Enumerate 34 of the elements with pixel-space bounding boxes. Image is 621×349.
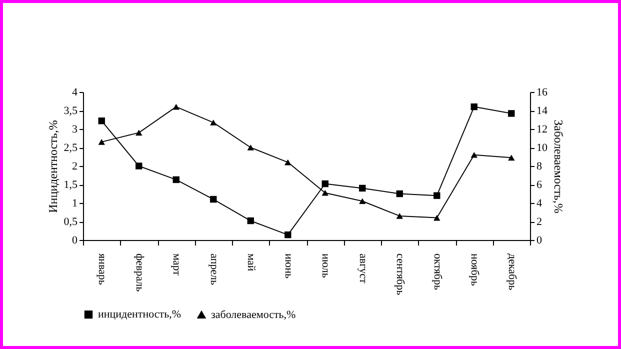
y-tick-label: 0 <box>72 234 78 246</box>
y2-tick-label: 6 <box>536 179 542 191</box>
y2-tick-label: 14 <box>536 105 548 117</box>
x-tick-label: май <box>245 254 258 272</box>
x-tick-label: март <box>170 254 183 276</box>
y-tick-label: 1,5 <box>64 179 78 191</box>
y-tick-label: 3,5 <box>64 105 78 117</box>
x-tick-label: июнь <box>282 254 294 279</box>
x-tick-label: ноябрь <box>468 254 481 286</box>
y-tick-label: 0,5 <box>64 216 78 228</box>
y-tick-label: 2,5 <box>64 142 78 154</box>
x-tick-label: сентябрь <box>394 254 406 296</box>
y2-tick-label: 10 <box>536 142 548 154</box>
y2-tick-label: 0 <box>536 234 542 246</box>
x-tick-label: февраль <box>133 254 146 292</box>
y-tick-label: 4 <box>72 86 78 98</box>
y2-axis-title: Заболеваемость,% <box>552 120 566 214</box>
y-axis-title: Инцидентность,% <box>46 120 60 213</box>
y-tick-label: 3 <box>72 124 78 136</box>
x-tick-label: август <box>356 254 369 284</box>
y-tick-label: 1 <box>72 198 78 210</box>
y2-tick-label: 4 <box>536 198 542 210</box>
y2-tick-label: 12 <box>536 124 548 136</box>
x-tick-label: декабрь <box>506 254 518 290</box>
x-tick-label: апрель <box>208 254 220 286</box>
y-tick-label: 2 <box>72 160 78 172</box>
x-tick-label: октябрь <box>431 254 444 290</box>
y2-tick-label: 2 <box>536 216 542 228</box>
x-tick-label: июль <box>320 254 332 278</box>
legend-label: инцидентность,% <box>98 308 181 321</box>
legend-label: заболеваемость,% <box>211 308 296 321</box>
x-tick-label: январь <box>96 254 108 285</box>
y2-tick-label: 16 <box>536 86 548 98</box>
y2-tick-label: 8 <box>536 160 542 172</box>
